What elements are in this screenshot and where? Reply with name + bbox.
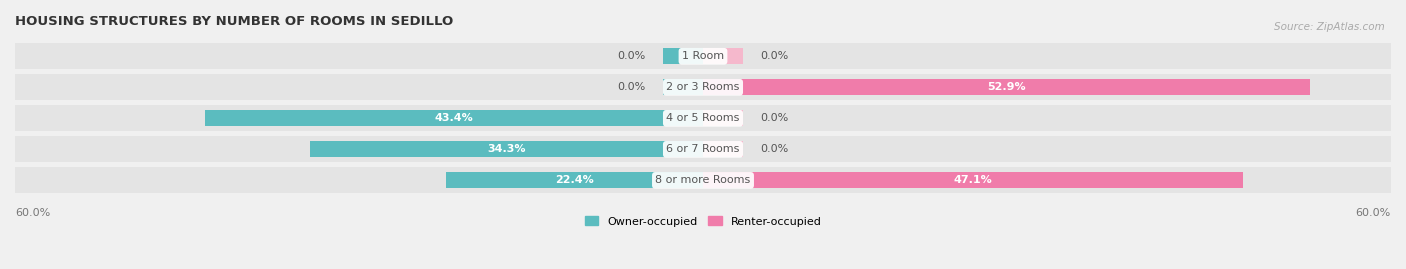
Bar — [662, 79, 703, 95]
Text: 47.1%: 47.1% — [953, 175, 993, 185]
Text: 1 Room: 1 Room — [682, 51, 724, 61]
Text: 2 or 3 Rooms: 2 or 3 Rooms — [666, 82, 740, 92]
Text: 34.3%: 34.3% — [486, 144, 526, 154]
Text: 4 or 5 Rooms: 4 or 5 Rooms — [666, 113, 740, 123]
Text: 0.0%: 0.0% — [761, 113, 789, 123]
Text: Source: ZipAtlas.com: Source: ZipAtlas.com — [1274, 22, 1385, 31]
Bar — [15, 43, 1391, 69]
Bar — [703, 141, 744, 157]
Bar — [703, 48, 744, 64]
Bar — [662, 48, 703, 64]
Text: 52.9%: 52.9% — [987, 82, 1025, 92]
Text: 0.0%: 0.0% — [761, 51, 789, 61]
Bar — [703, 172, 1243, 189]
Text: 0.0%: 0.0% — [617, 51, 645, 61]
Text: HOUSING STRUCTURES BY NUMBER OF ROOMS IN SEDILLO: HOUSING STRUCTURES BY NUMBER OF ROOMS IN… — [15, 15, 453, 28]
Bar — [15, 167, 1391, 193]
Legend: Owner-occupied, Renter-occupied: Owner-occupied, Renter-occupied — [581, 212, 825, 231]
Text: 0.0%: 0.0% — [617, 82, 645, 92]
Bar — [309, 141, 703, 157]
Text: 6 or 7 Rooms: 6 or 7 Rooms — [666, 144, 740, 154]
Bar — [703, 110, 744, 126]
Bar — [15, 105, 1391, 131]
Text: 0.0%: 0.0% — [761, 144, 789, 154]
Text: 60.0%: 60.0% — [1355, 208, 1391, 218]
Bar — [446, 172, 703, 189]
Bar — [15, 74, 1391, 100]
Text: 8 or more Rooms: 8 or more Rooms — [655, 175, 751, 185]
Text: 60.0%: 60.0% — [15, 208, 51, 218]
Text: 22.4%: 22.4% — [555, 175, 593, 185]
Text: 43.4%: 43.4% — [434, 113, 474, 123]
Bar — [703, 79, 1309, 95]
Bar — [205, 110, 703, 126]
Bar — [15, 136, 1391, 162]
